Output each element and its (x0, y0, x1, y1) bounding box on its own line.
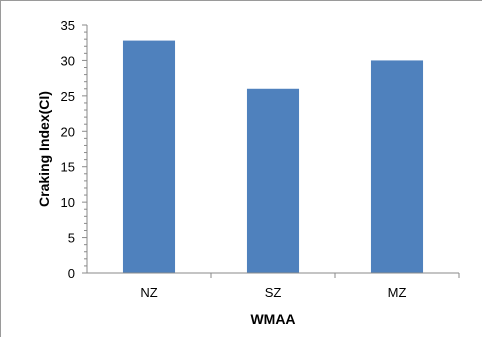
x-axis-title: WMAA (250, 311, 295, 327)
x-tick-label-sz: SZ (265, 285, 282, 300)
y-axis-title: Craking Index(CI) (36, 91, 52, 207)
y-axis-ticks: 0 5 10 15 20 25 30 35 (61, 18, 87, 281)
y-tick-label: 25 (61, 89, 75, 104)
bar-mz (370, 60, 424, 273)
bar-sz (246, 88, 300, 274)
y-tick-label: 5 (68, 231, 75, 246)
y-tick-label: 10 (61, 195, 75, 210)
x-axis-ticks: NZ SZ MZ (140, 273, 460, 300)
y-tick-label: 20 (61, 124, 75, 139)
y-tick-label: 30 (61, 53, 75, 68)
x-tick-label-nz: NZ (140, 285, 157, 300)
x-tick-label-mz: MZ (388, 285, 407, 300)
bars (122, 40, 424, 274)
bar-nz (122, 40, 176, 274)
y-tick-label: 35 (61, 18, 75, 33)
y-tick-label: 15 (61, 160, 75, 175)
y-tick-label: 0 (68, 266, 75, 281)
